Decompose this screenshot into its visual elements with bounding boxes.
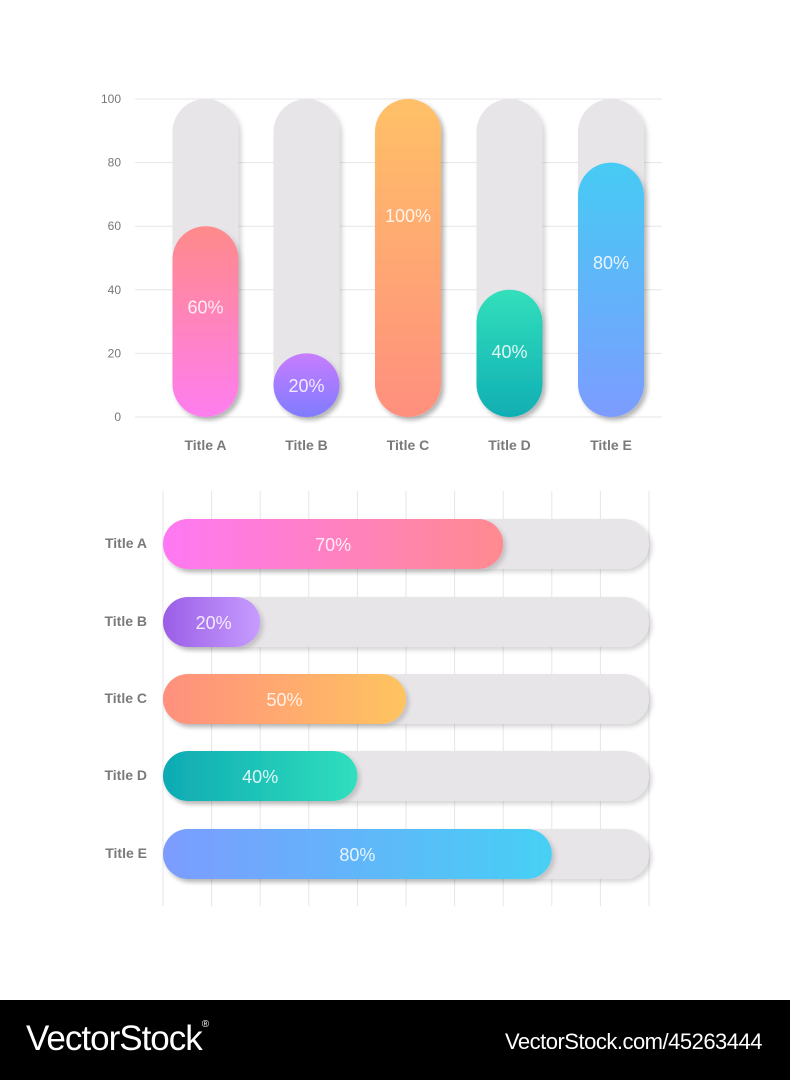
- vbar-group-title-a: 60% Title A: [172, 99, 239, 453]
- y-tick-label: 40: [108, 283, 122, 297]
- bar-data-label: 20%: [196, 613, 232, 633]
- bar: [273, 353, 340, 417]
- bar-data-label: 60%: [187, 297, 223, 317]
- bar-data-label: 40%: [242, 767, 278, 787]
- bar: [163, 829, 552, 879]
- hbar-group-title-a: 70% Title A: [105, 519, 649, 569]
- bar-data-label: 70%: [315, 535, 351, 555]
- bar-data-label: 40%: [491, 342, 527, 362]
- hbar-group-title-b: 20% Title B: [104, 597, 649, 647]
- vbar-group-title-b: 20% Title B: [273, 99, 340, 453]
- brand-registered-mark: ®: [201, 1019, 209, 1030]
- x-category-label: Title C: [387, 437, 430, 453]
- x-category-label: Title D: [488, 437, 531, 453]
- y-tick-label: 80: [108, 156, 122, 170]
- bar: [163, 674, 406, 724]
- y-category-label: Title E: [105, 845, 147, 861]
- horizontal-bar-chart: 70% Title A 20% Title B 50% Title C 40% Title D…: [104, 491, 650, 906]
- brand-name: VectorStock: [26, 1019, 203, 1058]
- hbar-group-title-e: 80% Title E: [105, 829, 649, 879]
- bar: [375, 99, 441, 417]
- bar: [172, 226, 239, 417]
- bar: [476, 289, 543, 417]
- bar: [578, 162, 644, 417]
- y-category-label: Title C: [104, 690, 147, 706]
- charts-svg: 0 20 40 60 80 100 60% Title A 20% Title B 100% Titl…: [101, 92, 662, 906]
- bar-data-label: 80%: [593, 253, 629, 273]
- bar-data-label: 100%: [385, 206, 431, 226]
- vbar-group-title-e: 80% Title E: [578, 99, 644, 453]
- image-id: VectorStock.com/45263444: [504, 1029, 763, 1054]
- vbar-group-title-d: 40% Title D: [476, 99, 543, 453]
- bar: [163, 751, 358, 801]
- bar-track: [163, 597, 649, 647]
- bar-data-label: 80%: [339, 845, 375, 865]
- y-tick-label: 60: [108, 219, 122, 233]
- x-category-label: Title A: [184, 437, 226, 453]
- bar: [163, 519, 504, 569]
- y-category-label: Title D: [104, 767, 147, 783]
- watermark-footer: VectorStock® VectorStock.com/45263444: [0, 1000, 790, 1080]
- hbar-group-title-c: 50% Title C: [104, 674, 649, 724]
- chart-area: 0 20 40 60 80 100 60% Title A 20% Title B 100% Titl…: [101, 92, 662, 906]
- bar-data-label: 50%: [266, 690, 302, 710]
- bar-data-label: 20%: [288, 376, 324, 396]
- x-category-label: Title B: [285, 437, 328, 453]
- bar: [163, 597, 261, 647]
- y-category-label: Title A: [105, 535, 147, 551]
- x-category-label: Title E: [590, 437, 632, 453]
- hbar-group-title-d: 40% Title D: [104, 751, 649, 801]
- vbar-group-title-c: 100% Title C: [375, 99, 441, 453]
- y-tick-label: 20: [108, 346, 122, 360]
- brand-logo: VectorStock®: [26, 1019, 209, 1059]
- bar-track: [273, 99, 340, 417]
- y-category-label: Title B: [104, 613, 147, 629]
- vertical-bar-chart: 0 20 40 60 80 100 60% Title A 20% Title B 100% Titl…: [101, 92, 662, 453]
- y-tick-label: 0: [114, 410, 121, 424]
- y-tick-label: 100: [101, 92, 121, 106]
